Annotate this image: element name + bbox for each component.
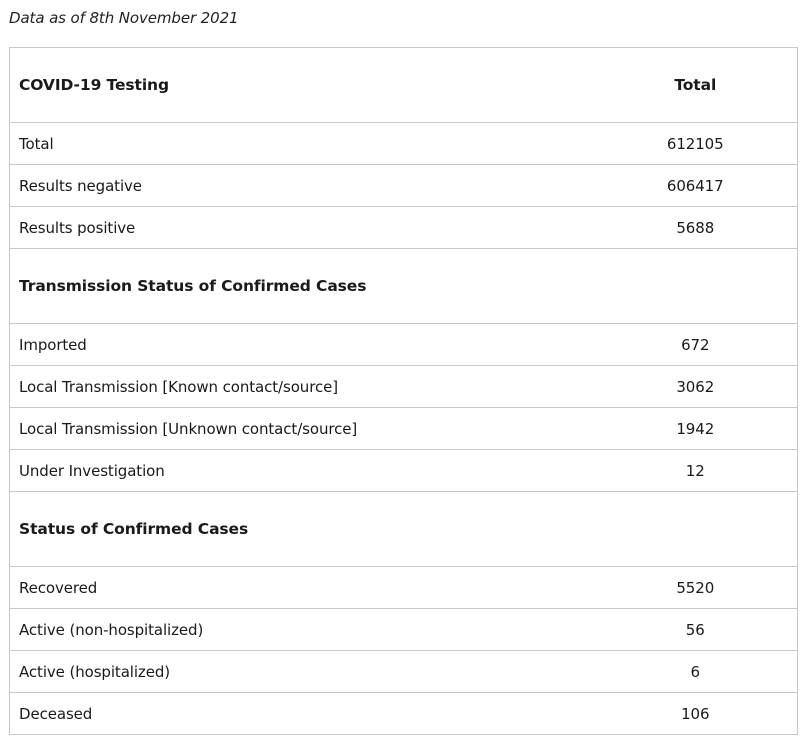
data-date-caption: Data as of 8th November 2021 bbox=[9, 9, 239, 27]
section-title: Transmission Status of Confirmed Cases bbox=[9, 248, 798, 324]
row-label: Under Investigation bbox=[9, 449, 634, 492]
row-value: 1942 bbox=[633, 407, 798, 450]
covid-stats-table: COVID-19 Testing Total Total 612105 Resu… bbox=[9, 47, 798, 735]
section-header-status: Status of Confirmed Cases bbox=[9, 491, 798, 567]
row-label: Local Transmission [Known contact/source… bbox=[9, 365, 634, 408]
row-label: Recovered bbox=[9, 566, 634, 609]
section-header-transmission: Transmission Status of Confirmed Cases bbox=[9, 248, 798, 324]
row-label: Total bbox=[9, 122, 634, 165]
table-row-under-investigation: Under Investigation 12 bbox=[9, 449, 798, 492]
table-row-active-non-hospitalized: Active (non-hospitalized) 56 bbox=[9, 608, 798, 651]
row-label: Results negative bbox=[9, 164, 634, 207]
row-value: 106 bbox=[633, 692, 798, 735]
row-value: 606417 bbox=[633, 164, 798, 207]
table-row-local-unknown: Local Transmission [Unknown contact/sour… bbox=[9, 407, 798, 450]
section-title: Status of Confirmed Cases bbox=[9, 491, 798, 567]
header-label: COVID-19 Testing bbox=[9, 47, 634, 123]
row-value: 56 bbox=[633, 608, 798, 651]
row-label: Deceased bbox=[9, 692, 634, 735]
row-value: 5688 bbox=[633, 206, 798, 249]
table-row-results-positive: Results positive 5688 bbox=[9, 206, 798, 249]
table-header-row: COVID-19 Testing Total bbox=[9, 47, 798, 123]
table-row-results-negative: Results negative 606417 bbox=[9, 164, 798, 207]
row-value: 12 bbox=[633, 449, 798, 492]
table-row-deceased: Deceased 106 bbox=[9, 692, 798, 735]
header-total: Total bbox=[633, 47, 798, 123]
row-label: Active (non-hospitalized) bbox=[9, 608, 634, 651]
row-value: 5520 bbox=[633, 566, 798, 609]
table-row-active-hospitalized: Active (hospitalized) 6 bbox=[9, 650, 798, 693]
row-value: 6 bbox=[633, 650, 798, 693]
row-value: 612105 bbox=[633, 122, 798, 165]
table-row-total: Total 612105 bbox=[9, 122, 798, 165]
row-value: 672 bbox=[633, 323, 798, 366]
row-label: Imported bbox=[9, 323, 634, 366]
row-label: Results positive bbox=[9, 206, 634, 249]
table-row-local-known: Local Transmission [Known contact/source… bbox=[9, 365, 798, 408]
row-label: Active (hospitalized) bbox=[9, 650, 634, 693]
row-label: Local Transmission [Unknown contact/sour… bbox=[9, 407, 634, 450]
table-row-recovered: Recovered 5520 bbox=[9, 566, 798, 609]
table-row-imported: Imported 672 bbox=[9, 323, 798, 366]
row-value: 3062 bbox=[633, 365, 798, 408]
